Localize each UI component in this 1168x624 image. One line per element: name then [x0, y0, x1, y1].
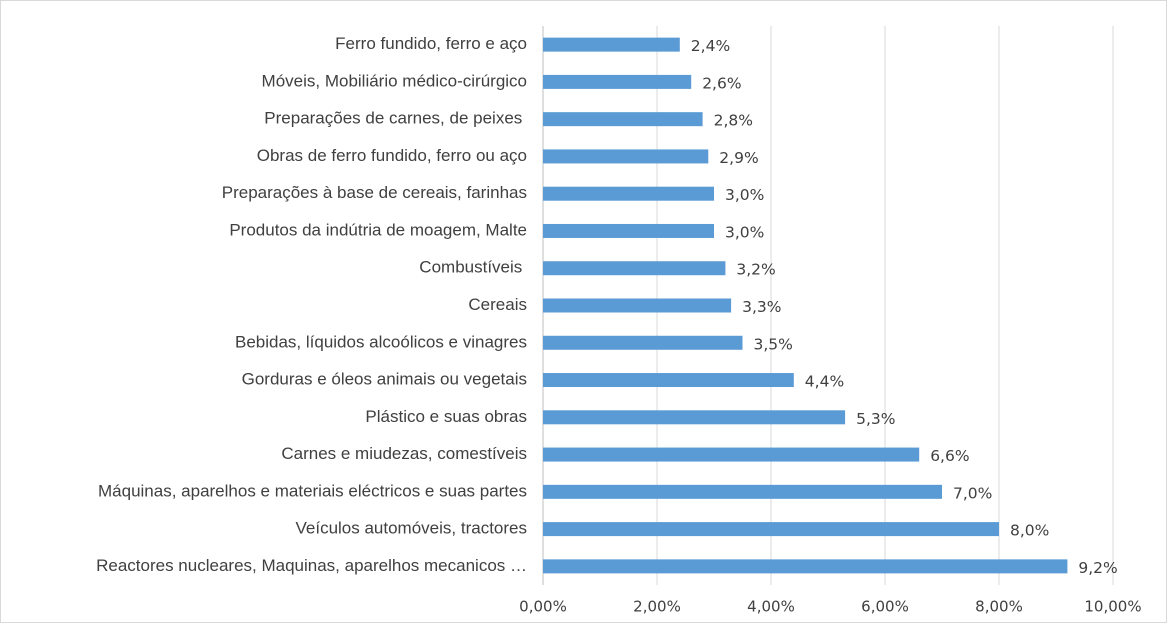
bar: [543, 186, 714, 201]
data-label: 3,5%: [754, 335, 793, 353]
data-label: 6,6%: [930, 447, 969, 465]
bar: [543, 223, 714, 238]
bar: [543, 373, 794, 388]
y-tick-label: Combustíveis: [419, 258, 527, 277]
y-tick-label: Carnes e miudezas, comestíveis: [281, 444, 527, 463]
bar: [543, 335, 743, 350]
data-label: 8,0%: [1010, 522, 1049, 540]
y-tick-label: Veículos automóveis, tractores: [295, 519, 527, 538]
y-tick-label: Preparações de carnes, de peixes: [264, 109, 527, 128]
y-tick-label: Máquinas, aparelhos e materiais eléctric…: [98, 481, 527, 500]
bar: [543, 74, 692, 89]
bar: [543, 298, 732, 313]
data-label: 9,2%: [1078, 559, 1117, 577]
y-tick-label: Produtos da indútria de moagem, Malte: [229, 220, 527, 239]
bar: [543, 559, 1068, 574]
data-label: 5,3%: [856, 410, 895, 428]
y-tick-label: Móveis, Mobiliário médico-cirúrgico: [262, 71, 527, 90]
y-tick-label: Cereais: [468, 295, 527, 314]
y-tick-label: Plástico e suas obras: [365, 407, 527, 426]
data-label: 7,0%: [953, 484, 992, 502]
bar: [543, 112, 703, 127]
bar: [543, 37, 680, 52]
x-tick-label: 6,00%: [861, 598, 909, 616]
data-label: 2,4%: [691, 37, 730, 55]
data-label: 4,4%: [805, 373, 844, 391]
data-label: 2,6%: [702, 74, 741, 92]
data-label: 2,8%: [714, 112, 753, 130]
data-label: 3,0%: [725, 186, 764, 204]
y-tick-label: Ferro fundido, ferro e aço: [335, 34, 527, 53]
bar: [543, 410, 846, 425]
bar: [543, 447, 920, 462]
y-tick-label: Bebidas, líquidos alcoólicos e vinagres: [235, 332, 527, 351]
x-tick-label: 10,00%: [1084, 598, 1141, 616]
bar: [543, 484, 942, 499]
bar: [543, 261, 726, 276]
x-tick-label: 4,00%: [747, 598, 795, 616]
y-tick-label: Preparações à base de cereais, farinhas: [222, 183, 527, 202]
bar: [543, 522, 999, 537]
bar: [543, 149, 709, 164]
y-tick-label: Obras de ferro fundido, ferro ou aço: [257, 146, 527, 165]
data-label: 2,9%: [719, 149, 758, 167]
x-tick-label: 2,00%: [633, 598, 681, 616]
y-tick-label: Gorduras e óleos animais ou vegetais: [242, 370, 527, 389]
data-label: 3,2%: [736, 261, 775, 279]
y-tick-label: Reactores nucleares, Maquinas, aparelhos…: [96, 556, 527, 575]
data-label: 3,3%: [742, 298, 781, 316]
x-tick-label: 8,00%: [975, 598, 1023, 616]
data-label: 3,0%: [725, 223, 764, 241]
x-tick-label: 0,00%: [519, 598, 567, 616]
